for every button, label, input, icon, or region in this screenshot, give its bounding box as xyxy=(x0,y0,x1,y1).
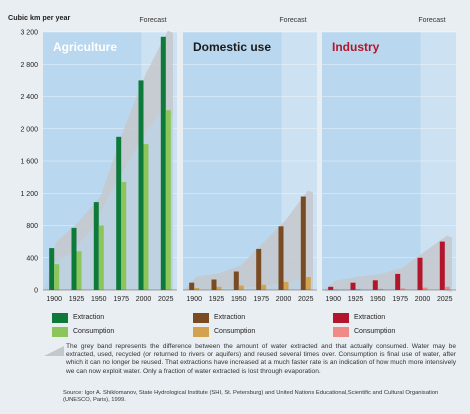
panel-title: Agriculture xyxy=(53,40,117,54)
x-tick-label: 1925 xyxy=(209,296,225,303)
x-tick-label: 2000 xyxy=(415,296,431,303)
y-tick-label: 2 400 xyxy=(20,94,38,101)
consumption-bar xyxy=(216,286,222,290)
x-tick-label: 1925 xyxy=(69,296,85,303)
legend-swatch-domestic-extraction xyxy=(193,313,209,323)
extraction-bar xyxy=(300,196,306,290)
consumption-bar xyxy=(261,284,267,290)
legend-label-domestic-consumption: Consumption xyxy=(214,328,256,335)
consumption-bar xyxy=(143,144,149,290)
extraction-bar xyxy=(49,248,55,290)
x-tick-label: 1900 xyxy=(46,296,62,303)
legend-swatch-domestic-consumption xyxy=(193,327,209,337)
extraction-bar xyxy=(350,282,356,290)
legend-label-agriculture-extraction: Extraction xyxy=(73,314,105,321)
x-tick-label: 1900 xyxy=(325,296,341,303)
extraction-bar xyxy=(211,279,217,290)
panel-title: Industry xyxy=(332,40,380,54)
consumption-bar xyxy=(305,277,311,290)
y-tick-label: 800 xyxy=(26,223,38,230)
y-tick-label: 2 000 xyxy=(20,126,38,133)
x-tick-label: 1950 xyxy=(370,296,386,303)
consumption-bar xyxy=(238,285,244,290)
y-tick-label: 1 600 xyxy=(20,159,38,166)
extraction-bar xyxy=(71,227,77,290)
consumption-bar xyxy=(422,287,428,290)
y-tick-label: 0 xyxy=(34,288,38,295)
legend-swatch-industry-consumption xyxy=(333,327,349,337)
legend-swatch-industry-extraction xyxy=(333,313,349,323)
x-tick-label: 2000 xyxy=(276,296,292,303)
forecast-label: Forecast xyxy=(139,17,166,24)
consumption-bar xyxy=(194,288,200,290)
panel-agriculture: Forecast 1900 1925 1950 1975 2000 2025 Agricult… xyxy=(43,17,177,303)
extraction-bar xyxy=(328,286,334,290)
x-tick-label: 2025 xyxy=(437,296,453,303)
x-tick-label: 2000 xyxy=(136,296,152,303)
extraction-bar xyxy=(439,241,445,290)
extraction-bar xyxy=(372,280,378,290)
x-tick-label: 1975 xyxy=(253,296,269,303)
x-tick-label: 1975 xyxy=(113,296,129,303)
extraction-bar xyxy=(93,202,99,290)
y-axis-label: Cubic km per year xyxy=(8,13,71,22)
extraction-bar xyxy=(160,36,166,290)
source-note: Source: Igor A. Shiklomanov, State Hydro… xyxy=(63,390,439,404)
extraction-bar xyxy=(189,282,195,290)
panel-industry: Forecast 1900 1925 1950 1975 2000 2025 Industry xyxy=(322,17,456,303)
extraction-bar xyxy=(395,273,401,290)
legend-label-domestic-extraction: Extraction xyxy=(214,314,246,321)
legend-swatch-agriculture-extraction xyxy=(52,313,68,323)
consumption-bar xyxy=(444,286,450,290)
x-tick-label: 2025 xyxy=(298,296,314,303)
consumption-bar xyxy=(54,264,60,290)
x-tick-label: 1900 xyxy=(186,296,202,303)
extraction-bar xyxy=(278,226,284,290)
extraction-bar xyxy=(116,136,122,290)
consumption-bar xyxy=(165,110,171,290)
consumption-bar xyxy=(400,288,406,290)
x-tick-label: 2025 xyxy=(158,296,174,303)
forecast-label: Forecast xyxy=(418,17,445,24)
consumption-bar xyxy=(76,251,82,290)
extraction-bar xyxy=(138,80,144,291)
legend-swatch-agriculture-consumption xyxy=(52,327,68,337)
extraction-bar xyxy=(233,271,239,290)
panel-domestic-use: Forecast 1900 1925 1950 1975 2000 2025 Domestic… xyxy=(183,17,317,303)
consumption-bar xyxy=(283,281,289,290)
y-tick-label: 1 200 xyxy=(20,191,38,198)
x-tick-label: 1950 xyxy=(231,296,247,303)
consumption-bar xyxy=(121,182,127,290)
grey-band-legend-swatch xyxy=(44,346,64,356)
legend-label-industry-extraction: Extraction xyxy=(354,314,386,321)
legend-label-industry-consumption: Consumption xyxy=(354,328,396,335)
x-tick-label: 1975 xyxy=(392,296,408,303)
water-use-chart: Cubic km per year 0 400 800 1 200 1 600 2 000 2… xyxy=(8,13,456,303)
grey-band-note: The grey band represents the difference … xyxy=(66,343,456,375)
y-tick-label: 3 200 xyxy=(20,30,38,37)
y-tick-label: 2 800 xyxy=(20,62,38,69)
consumption-bar xyxy=(355,289,361,290)
x-tick-label: 1925 xyxy=(348,296,364,303)
y-tick-label: 400 xyxy=(26,255,38,262)
panel-title: Domestic use xyxy=(193,40,271,54)
consumption-bar xyxy=(98,225,104,290)
x-tick-label: 1950 xyxy=(91,296,107,303)
legend-label-agriculture-consumption: Consumption xyxy=(73,328,115,335)
forecast-label: Forecast xyxy=(279,17,306,24)
extraction-bar xyxy=(256,248,262,290)
extraction-bar xyxy=(417,257,423,291)
consumption-bar xyxy=(377,288,383,290)
